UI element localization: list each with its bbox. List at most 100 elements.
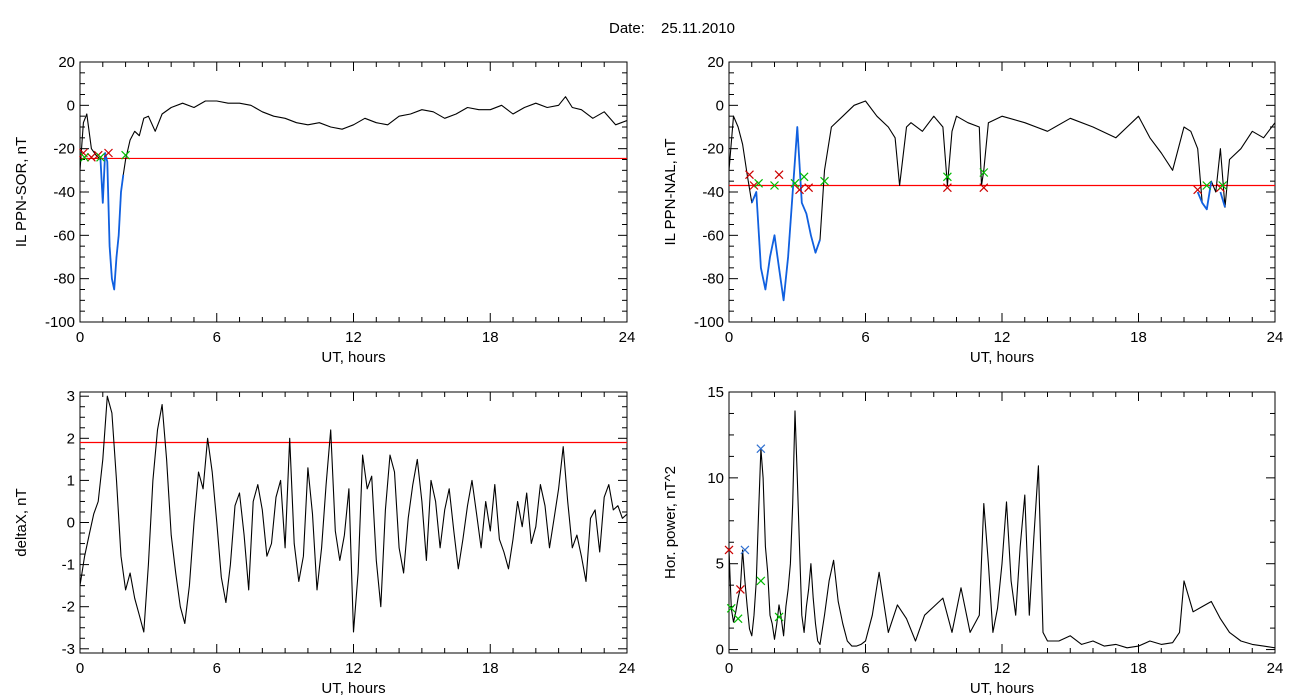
- cross-marker: [754, 178, 763, 188]
- cross-marker: [121, 150, 131, 160]
- x-tick-label: 24: [619, 329, 636, 346]
- cross-marker: [979, 168, 989, 177]
- signal-series-line: [80, 395, 627, 633]
- x-axis-label: UT, hours: [321, 680, 385, 697]
- x-tick-label: 0: [725, 660, 733, 677]
- cross-marker: [1202, 181, 1212, 190]
- cross-marker: [96, 152, 105, 162]
- panel-il-ppn-nal: 0 6 12 18 24 -100 -80 -60 -40 -20 0 20 UT, hours IL P…: [662, 54, 1283, 366]
- x-tick-label: 18: [482, 329, 499, 346]
- x-tick-label: 18: [1130, 660, 1147, 677]
- cross-marker: [770, 181, 779, 190]
- panel-il-ppn-sor: 0 6 12 18 24 -100 -80 -60 -40 -20 0 20 UT, hours IL P…: [13, 54, 635, 366]
- y-axis-label: IL PPN-SOR, nT: [13, 137, 30, 247]
- cross-marker: [1218, 181, 1228, 190]
- y-axis-label: deltaX, nT: [13, 488, 30, 556]
- x-axis-label: UT, hours: [970, 349, 1034, 366]
- cross-marker: [799, 172, 809, 182]
- cross-marker: [733, 614, 743, 624]
- y-tick-label: -2: [62, 599, 75, 616]
- cross-marker: [726, 603, 736, 613]
- y-tick-label: -100: [694, 314, 724, 331]
- event-series-line: [750, 126, 821, 302]
- x-tick-label: 6: [861, 329, 869, 346]
- y-tick-label: 2: [67, 430, 75, 447]
- y-tick-label: -80: [53, 271, 75, 288]
- y-tick-label: 20: [58, 54, 75, 71]
- x-tick-label: 24: [1267, 329, 1284, 346]
- event-series-line: [1219, 191, 1226, 208]
- signal-series-line: [729, 100, 1275, 301]
- date-value: 25.11.2010: [661, 20, 735, 37]
- plot-frame: [728, 61, 1276, 323]
- signal-series-line: [80, 96, 627, 291]
- plot-frame: [79, 61, 628, 323]
- y-tick-label: -60: [702, 227, 724, 244]
- cross-marker: [774, 170, 784, 180]
- y-tick-label: -60: [53, 227, 75, 244]
- x-tick-label: 6: [213, 329, 221, 346]
- y-tick-label: 0: [716, 642, 724, 659]
- y-axis-label: IL PPN-NAL, nT: [662, 139, 679, 246]
- signal-series-line: [729, 410, 1275, 649]
- event-series-line: [99, 152, 125, 291]
- y-tick-label: 0: [67, 515, 75, 532]
- y-tick-label: -40: [702, 184, 724, 201]
- y-tick-label: 0: [716, 97, 724, 114]
- cross-marker: [86, 152, 96, 162]
- cross-marker: [745, 170, 754, 180]
- y-tick-label: 3: [67, 388, 75, 405]
- x-axis-label: UT, hours: [321, 349, 385, 366]
- cross-marker: [942, 183, 952, 193]
- cross-marker: [942, 172, 952, 182]
- panel-hor-power: 0 6 12 18 24 0 5 10 15 UT, hours Hor. power, nT^2: [662, 384, 1283, 697]
- cross-marker: [1193, 185, 1203, 195]
- x-tick-label: 12: [994, 660, 1011, 677]
- plot-frame: [79, 391, 628, 654]
- y-tick-label: 15: [707, 384, 724, 401]
- cross-marker: [735, 585, 745, 594]
- y-tick-label: 1: [67, 472, 75, 489]
- y-tick-label: 5: [716, 556, 724, 573]
- cross-marker: [790, 178, 800, 188]
- cross-marker: [979, 183, 989, 193]
- x-tick-label: 6: [213, 660, 221, 677]
- y-tick-label: -20: [53, 141, 75, 158]
- cross-marker: [724, 545, 734, 555]
- event-series-line: [1196, 181, 1213, 211]
- x-tick-label: 18: [482, 660, 499, 677]
- x-tick-label: 12: [345, 660, 362, 677]
- y-tick-label: 10: [707, 470, 724, 487]
- cross-marker: [740, 545, 750, 555]
- cross-marker: [820, 176, 829, 186]
- cross-marker: [795, 185, 804, 195]
- x-tick-label: 0: [76, 329, 84, 346]
- x-tick-label: 18: [1130, 329, 1147, 346]
- plot-frame: [728, 391, 1276, 654]
- cross-marker: [756, 444, 766, 454]
- y-tick-label: -1: [62, 557, 75, 574]
- x-tick-label: 0: [725, 329, 733, 346]
- y-tick-label: 20: [707, 54, 724, 71]
- x-tick-label: 12: [345, 329, 362, 346]
- y-tick-label: -100: [45, 314, 75, 331]
- y-tick-label: -40: [53, 184, 75, 201]
- y-tick-label: 0: [67, 97, 75, 114]
- x-tick-label: 24: [619, 660, 636, 677]
- date-label: Date:: [609, 20, 645, 37]
- y-axis-label: Hor. power, nT^2: [662, 466, 679, 579]
- x-tick-label: 12: [994, 329, 1011, 346]
- y-tick-label: -3: [62, 641, 75, 658]
- y-tick-label: -80: [702, 271, 724, 288]
- x-tick-label: 24: [1267, 660, 1284, 677]
- cross-marker: [756, 576, 766, 586]
- cross-marker: [804, 183, 814, 193]
- y-tick-label: -20: [702, 141, 724, 158]
- cross-marker: [80, 152, 89, 162]
- x-axis-label: UT, hours: [970, 680, 1034, 697]
- cross-marker: [749, 181, 759, 190]
- x-tick-label: 0: [76, 660, 84, 677]
- cross-marker: [104, 148, 113, 158]
- x-tick-label: 6: [861, 660, 869, 677]
